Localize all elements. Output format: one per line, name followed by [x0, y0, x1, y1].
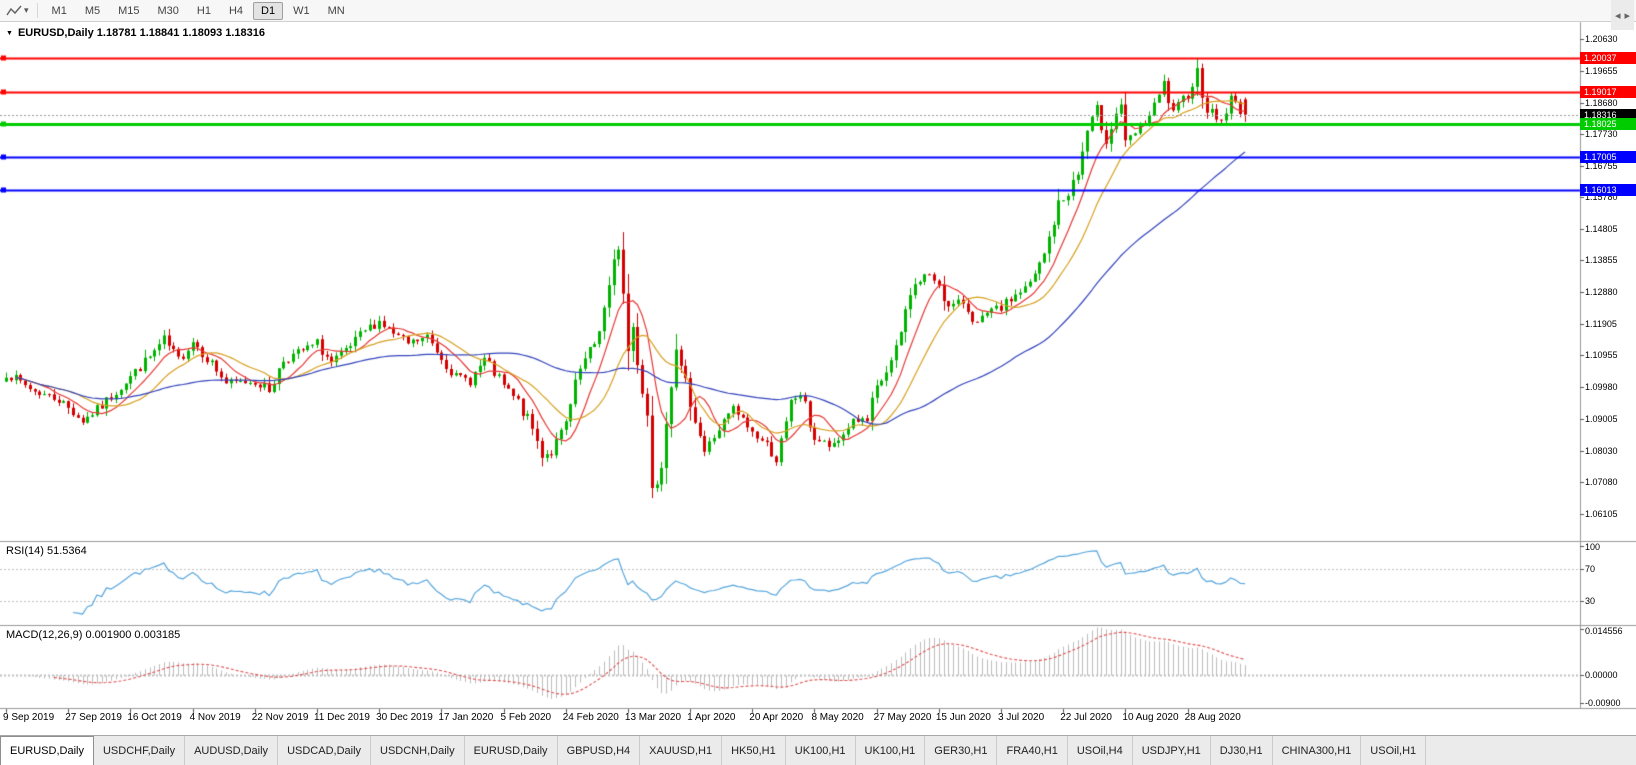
rsi-tick-label: 30	[1585, 595, 1596, 606]
price-tick-label: 1.15780	[1585, 192, 1618, 203]
chart-tab-usoil-h1[interactable]: USOil,H1	[1361, 736, 1427, 765]
price-level-badge-1.17005: 1.17005	[1580, 151, 1636, 164]
timeframe-toolbar: ▾ M1 M5 M15 M30 H1 H4 D1 W1 MN	[0, 0, 1636, 22]
price-tick-label: 1.17730	[1585, 128, 1618, 139]
price-level-badge-1.20037: 1.20037	[1580, 52, 1636, 65]
price-tick-label: 1.19655	[1585, 65, 1618, 76]
price-tick-label: 1.16755	[1585, 160, 1618, 171]
chart-tab-fra40-h1[interactable]: FRA40,H1	[997, 736, 1068, 765]
timeframe-buttons: M1 M5 M15 M30 H1 H4 D1 W1 MN	[43, 1, 354, 20]
date-tick-label: 8 May 2020	[811, 712, 864, 723]
rsi-tick-label: 70	[1585, 564, 1596, 575]
price-tick-label: 1.11905	[1585, 319, 1617, 330]
macd-tick-label: 0.014556	[1585, 626, 1623, 636]
price-tick-label: 1.06105	[1585, 508, 1618, 519]
date-tick-label: 22 Jul 2020	[1060, 712, 1112, 723]
price-level-badge-1.19017: 1.19017	[1580, 85, 1636, 98]
date-tick-label: 11 Dec 2019	[313, 712, 370, 723]
timeframe-button-w1[interactable]: W1	[293, 4, 310, 17]
toolbar-separator	[36, 3, 38, 18]
date-tick-label: 27 May 2020	[873, 712, 932, 723]
timeframe-button-h1[interactable]: H1	[196, 4, 211, 17]
chart-tab-xauusd-h1[interactable]: XAUUSD,H1	[640, 736, 723, 765]
price-tick-label: 1.07080	[1585, 476, 1618, 487]
price-tick-label: 1.14805	[1585, 224, 1618, 235]
date-tick-label: 27 Sep 2019	[65, 712, 122, 723]
tab-scroll-arrows: ◂ ▸	[1610, 0, 1634, 30]
date-tick-label: 17 Jan 2020	[438, 712, 494, 723]
price-tick-label: 1.13855	[1585, 255, 1618, 266]
timeframe-button-mn[interactable]: MN	[327, 4, 345, 17]
price-tick-label: 1.09005	[1585, 413, 1618, 424]
macd-indicator-label: MACD(12,26,9) 0.001900 0.003185	[6, 629, 181, 641]
date-tick-label: 20 Apr 2020	[749, 712, 804, 723]
date-tick-label: 15 Jun 2020	[935, 712, 991, 723]
chart-tab-dj30-h1[interactable]: DJ30,H1	[1211, 736, 1273, 765]
macd-tick-label: -0.00900	[1585, 698, 1621, 709]
chart-title: ▼ EURUSD,Daily 1.18781 1.18841 1.18093 1…	[6, 27, 265, 39]
date-tick-label: 9 Sep 2019	[3, 712, 55, 723]
chart-line-icon[interactable]	[6, 5, 22, 17]
chart-ohlc-title: EURUSD,Daily 1.18781 1.18841 1.18093 1.1…	[17, 27, 266, 39]
chart-tabs: EURUSD,Daily USDCHF,Daily AUDUSD,Daily USDC…	[0, 736, 1427, 765]
timeframe-button-m1[interactable]: M1	[51, 4, 67, 17]
chart-tab-ger30-h1[interactable]: GER30,H1	[925, 736, 998, 765]
price-level-badge-1.18025: 1.18025	[1580, 118, 1636, 131]
chart-tab-usoil-h4[interactable]: USOil,H4	[1068, 736, 1133, 765]
rsi-indicator-label: RSI(14) 51.5364	[6, 545, 87, 557]
date-tick-label: 24 Feb 2020	[562, 712, 619, 723]
chevron-down-icon[interactable]: ▾	[24, 5, 29, 15]
timeframe-button-d1[interactable]: D1	[253, 1, 284, 20]
chart-tabbar: EURUSD,Daily USDCHF,Daily AUDUSD,Daily USDC…	[0, 735, 1636, 765]
date-tick-label: 22 Nov 2019	[251, 712, 309, 723]
chart-tab-usdcnh-daily[interactable]: USDCNH,Daily	[371, 736, 465, 765]
rsi-tick-label: 100	[1585, 542, 1601, 552]
chart-tab-china300-h1[interactable]: CHINA300,H1	[1273, 736, 1362, 765]
chart-tab-usdchf-daily[interactable]: USDCHF,Daily	[94, 736, 186, 765]
macd-tick-label: 0.00000	[1585, 669, 1618, 680]
chart-tab-hk50-h1[interactable]: HK50,H1	[722, 736, 786, 765]
chart-tab-eurusd-daily[interactable]: EURUSD,Daily	[465, 736, 558, 765]
date-tick-label: 1 Apr 2020	[687, 712, 736, 723]
price-tick-label: 1.20630	[1585, 33, 1618, 44]
price-tick-label: 1.09980	[1585, 382, 1618, 393]
chart-tab-eurusd-daily[interactable]: EURUSD,Daily	[0, 736, 94, 765]
timeframe-button-h4[interactable]: H4	[228, 4, 244, 17]
date-tick-label: 5 Feb 2020	[500, 712, 552, 723]
chart-tab-audusd-daily[interactable]: AUDUSD,Daily	[185, 736, 279, 765]
date-tick-label: 16 Oct 2019	[127, 712, 182, 723]
price-tick-label: 1.18680	[1585, 97, 1618, 108]
tab-scroll-right-icon[interactable]: ▸	[1624, 9, 1630, 22]
timeframe-button-m15[interactable]: M15	[118, 4, 140, 17]
chart-tab-usdjpy-h1[interactable]: USDJPY,H1	[1133, 736, 1211, 765]
price-tick-label: 1.08030	[1585, 445, 1618, 456]
date-tick-label: 28 Aug 2020	[1184, 712, 1241, 723]
date-tick-label: 13 Mar 2020	[624, 712, 682, 723]
chart-tab-gbpusd-h4[interactable]: GBPUSD,H4	[558, 736, 641, 765]
date-tick-label: 30 Dec 2019	[376, 712, 433, 723]
price-tick-label: 1.10955	[1585, 350, 1618, 361]
price-level-badge-1.16013: 1.16013	[1580, 183, 1636, 196]
date-tick-label: 4 Nov 2019	[189, 712, 241, 723]
date-tick-label: 3 Jul 2020	[998, 712, 1045, 723]
price-tick-label: 1.12880	[1585, 287, 1618, 298]
tab-scroll-left-icon[interactable]: ◂	[1614, 9, 1621, 22]
timeframe-button-m30[interactable]: M30	[157, 4, 179, 17]
collapse-arrow-icon[interactable]: ▼	[6, 29, 13, 37]
chart-tab-usdcad-daily[interactable]: USDCAD,Daily	[278, 736, 372, 765]
date-tick-label: 10 Aug 2020	[1122, 712, 1179, 723]
timeframe-button-m5[interactable]: M5	[84, 4, 101, 17]
chart-tab-uk100-h1[interactable]: UK100,H1	[856, 736, 926, 765]
chart-tab-uk100-h1[interactable]: UK100,H1	[786, 736, 856, 765]
price-level-badge-1.18316: 1.18316	[1580, 108, 1636, 121]
